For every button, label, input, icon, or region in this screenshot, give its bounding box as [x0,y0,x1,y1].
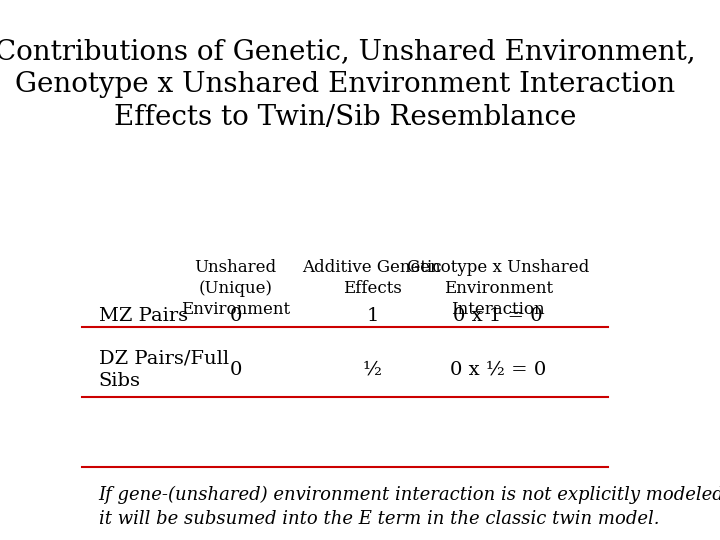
Text: Genotype x Unshared
Environment
Interaction: Genotype x Unshared Environment Interact… [407,259,590,318]
Text: 1: 1 [366,307,379,325]
Text: ½: ½ [363,361,382,379]
Text: Unshared
(Unique)
Environment: Unshared (Unique) Environment [181,259,290,318]
Text: Contributions of Genetic, Unshared Environment,
Genotype x Unshared Environment : Contributions of Genetic, Unshared Envir… [0,38,696,131]
Text: Additive Genetic
Effects: Additive Genetic Effects [302,259,442,297]
Text: 0: 0 [229,307,242,325]
Text: 0 x ½ = 0: 0 x ½ = 0 [450,361,546,379]
Text: MZ Pairs: MZ Pairs [99,307,188,325]
Text: 0 x 1 = 0: 0 x 1 = 0 [454,307,543,325]
Text: 0: 0 [229,361,242,379]
Text: DZ Pairs/Full
Sibs: DZ Pairs/Full Sibs [99,349,229,390]
Text: If gene-(unshared) environment interaction is not explicitly modeled,
it will be: If gene-(unshared) environment interacti… [99,486,720,528]
